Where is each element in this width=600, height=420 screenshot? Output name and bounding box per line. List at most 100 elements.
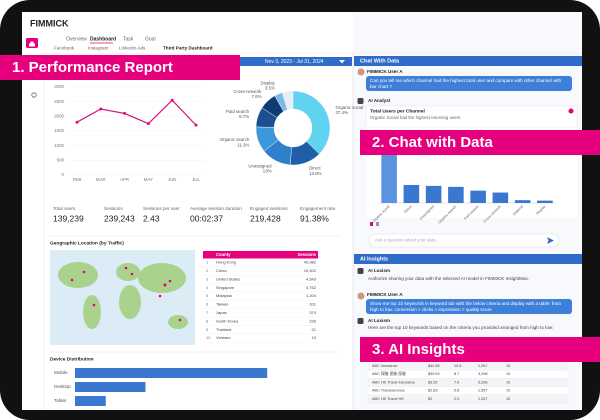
stat-label: Sessions per user (143, 206, 180, 211)
table-cell: 10 (506, 372, 510, 376)
table-cell: $42.85 (428, 364, 440, 368)
sessions: 1,204 (306, 293, 317, 298)
map-dot (82, 270, 86, 274)
user-avatar (357, 68, 365, 76)
y-tick-label: 500 (57, 157, 65, 162)
donut-label: Organic social (335, 105, 363, 110)
table-header (203, 251, 318, 259)
table-cell: 3,298 (478, 372, 488, 376)
device-bar (75, 382, 146, 392)
sender: AI Luxism (368, 318, 390, 323)
sub-tab[interactable]: LinkedIn Ads (119, 46, 146, 51)
section-title: Device Distribution (50, 356, 94, 362)
continents (58, 262, 188, 329)
x-tick-label: JUL (192, 177, 200, 182)
insights-title: AI Insights (360, 256, 388, 262)
table-cell: 10 (506, 389, 510, 393)
column-header: Sessions (298, 252, 317, 257)
bar (514, 200, 531, 203)
europe (116, 263, 140, 281)
device-label: Tablet (54, 398, 67, 403)
nav-tab[interactable]: Overview (66, 36, 87, 42)
table-cell: 1,267 (478, 364, 488, 368)
country: Malaysia (216, 293, 233, 298)
donut-label: Organic search (220, 137, 250, 142)
x-tick-label: Direct (403, 205, 412, 214)
country: Hong Kong (216, 260, 236, 265)
sessions: 4,543 (306, 276, 317, 281)
nav-tab[interactable]: Goal (145, 36, 156, 42)
donut-value: 13% (263, 168, 272, 173)
traffic-dots (70, 266, 182, 322)
sessions: 21 (312, 327, 317, 332)
thumb-down[interactable] (376, 222, 379, 226)
stat-value: 219,428 (250, 213, 281, 223)
insights-header (354, 254, 582, 264)
sender: FIMMICK User A (367, 69, 403, 74)
stat-label: Engaged sessions (250, 206, 288, 211)
country: South Korea (216, 318, 239, 323)
device-label: Mobile (54, 370, 68, 375)
row-index: 5 (206, 293, 209, 298)
section-title: Geographic Location (by Traffic) (50, 240, 124, 246)
device-bar (75, 368, 268, 378)
donut-value: 11.3% (237, 142, 249, 147)
device-bar (75, 396, 106, 406)
table-cell: 8.7 (454, 372, 459, 376)
africa (119, 285, 141, 319)
chat-input[interactable] (368, 233, 560, 248)
table-cell: $2 (428, 397, 432, 401)
chart-title: Total Users per Channel (370, 108, 425, 114)
sessions: 233 (309, 318, 316, 323)
table-cell: $39.53 (428, 372, 440, 376)
map-dot (130, 272, 134, 276)
stat-value: 139,239 (53, 213, 84, 223)
bar (448, 186, 464, 203)
country: China (216, 268, 227, 273)
y-tick-label: 3000 (54, 84, 64, 89)
table-cell: ABC HK Travel HK (372, 397, 404, 401)
y-tick-label: 0 (62, 172, 65, 177)
table-cell: ABC Insurance (372, 364, 398, 368)
nav-tab[interactable]: Task (123, 36, 134, 42)
sender: AI Luxism (368, 268, 390, 273)
stat-value: 239,243 (104, 213, 135, 223)
table-cell: ABC 保險 保險 保險 (372, 371, 406, 376)
ai-icon (357, 98, 364, 104)
donut-segment (274, 92, 288, 112)
y-tick-label: 1000 (54, 143, 64, 148)
date-range[interactable]: Nov 3, 2023 - Jul 31, 2024 (265, 59, 324, 65)
nav-tab[interactable]: Dashboard (90, 36, 116, 42)
row-index: 6 (206, 302, 209, 307)
sub-tab[interactable]: Third Party Dashboard (163, 46, 213, 51)
stat-value: 2.43 (143, 213, 160, 223)
trend-point (123, 111, 127, 115)
table-cell: 7.6 (454, 380, 459, 384)
settings-icon[interactable] (31, 92, 37, 98)
table-cell: $3.52 (428, 380, 438, 384)
donut-label: Cross-network (233, 89, 262, 94)
send-button[interactable] (547, 237, 554, 244)
country: Thailand (216, 327, 231, 332)
x-tick-label: FEB (73, 177, 82, 182)
info-icon[interactable] (568, 108, 574, 114)
chart-note: Organic Social had the highest returning… (370, 115, 462, 120)
sub-tab[interactable]: Instagram (88, 46, 109, 51)
row-index: 3 (206, 276, 209, 281)
sub-tab[interactable]: Facebook (54, 46, 75, 51)
chat-title: Chat With Data (360, 58, 400, 64)
sessions: 15,402 (304, 268, 317, 273)
sessions: 49,982 (304, 260, 317, 265)
dropdown-arrow[interactable] (339, 60, 345, 64)
trend-point (146, 122, 150, 126)
input-placeholder[interactable]: Ask a question about your data... (375, 238, 439, 243)
user-avatar (357, 292, 365, 300)
sessions: 374 (309, 310, 316, 315)
stat-value: 91.38% (300, 213, 329, 223)
device-label: Desktop (54, 384, 71, 389)
bar (381, 153, 397, 203)
row-index: 2 (206, 268, 209, 273)
thumb-up[interactable] (370, 222, 373, 226)
table-cell: $2.83 (428, 389, 438, 393)
